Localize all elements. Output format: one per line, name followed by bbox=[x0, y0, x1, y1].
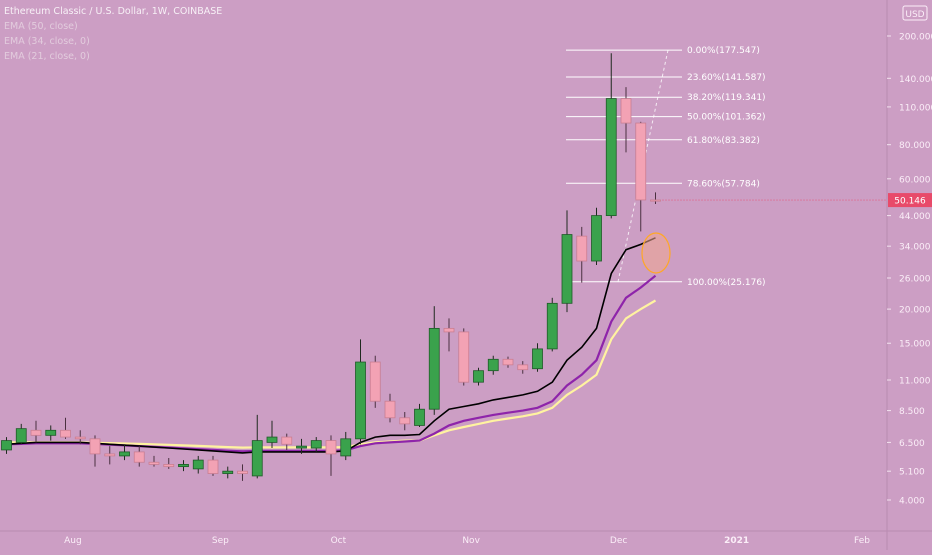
y-tick-label: 4.000 bbox=[899, 497, 925, 507]
x-tick-label: Feb bbox=[854, 536, 870, 546]
x-tick-label: Oct bbox=[331, 536, 347, 546]
candle-body bbox=[621, 99, 631, 123]
fib-level-label: 100.00%(25.176) bbox=[687, 278, 766, 288]
y-tick-label: 15.000 bbox=[899, 340, 931, 350]
legend-ema-50[interactable]: EMA (50, close) bbox=[4, 19, 222, 34]
fib-level-label: 61.80%(83.382) bbox=[687, 136, 760, 146]
candle-body bbox=[105, 454, 115, 456]
candle-body bbox=[311, 441, 321, 448]
y-tick-label: 20.000 bbox=[899, 306, 931, 316]
y-tick-label: 80.000 bbox=[899, 141, 931, 151]
y-tick-label: 34.000 bbox=[899, 243, 931, 253]
currency-label: USD bbox=[905, 10, 924, 20]
candle-body bbox=[149, 462, 159, 464]
candle-down bbox=[370, 356, 380, 408]
y-tick-label: 11.000 bbox=[899, 377, 931, 387]
candle-body bbox=[356, 362, 366, 439]
highlight-ellipse[interactable] bbox=[642, 233, 670, 273]
candle-body bbox=[488, 359, 498, 370]
candle-body bbox=[134, 452, 144, 462]
candle-body bbox=[562, 235, 572, 304]
y-tick-label: 140.000 bbox=[899, 75, 932, 85]
y-tick-label: 60.000 bbox=[899, 175, 931, 185]
candle-body bbox=[636, 123, 646, 200]
fib-level-label: 23.60%(141.587) bbox=[687, 73, 766, 83]
y-tick-label: 44.000 bbox=[899, 212, 931, 222]
candle-body bbox=[326, 441, 336, 454]
candle-body bbox=[120, 452, 130, 456]
candle-body bbox=[282, 437, 292, 444]
candle-body bbox=[370, 362, 380, 401]
y-tick-label: 26.000 bbox=[899, 274, 931, 284]
legend-ema-21[interactable]: EMA (21, close, 0) bbox=[4, 49, 222, 64]
candle-body bbox=[606, 99, 616, 216]
x-tick-label: Aug bbox=[64, 536, 82, 546]
candle-body bbox=[252, 441, 262, 476]
chart-legend: Ethereum Classic / U.S. Dollar, 1W, COIN… bbox=[4, 4, 222, 64]
candle-body bbox=[533, 349, 543, 369]
candle-body bbox=[459, 332, 469, 382]
fib-level-label: 0.00%(177.547) bbox=[687, 46, 760, 56]
legend-ema-34[interactable]: EMA (34, close, 0) bbox=[4, 34, 222, 49]
x-tick-label: 2021 bbox=[724, 536, 749, 546]
candle-body bbox=[238, 471, 248, 473]
fib-level-label: 38.20%(119.341) bbox=[687, 93, 766, 103]
candle-body bbox=[503, 359, 513, 365]
candle-body bbox=[164, 464, 174, 466]
x-tick-label: Dec bbox=[610, 536, 627, 546]
candle-body bbox=[592, 216, 602, 261]
candle-body bbox=[208, 460, 218, 473]
legend-symbol[interactable]: Ethereum Classic / U.S. Dollar, 1W, COIN… bbox=[4, 4, 222, 19]
candle-body bbox=[297, 446, 307, 448]
candle-body bbox=[16, 429, 26, 443]
candle-body bbox=[385, 401, 395, 418]
candle-body bbox=[547, 303, 557, 349]
candle-body bbox=[518, 365, 528, 370]
candle-body bbox=[75, 437, 85, 439]
candle-body bbox=[31, 430, 41, 435]
y-tick-label: 6.500 bbox=[899, 439, 925, 449]
fib-level-label: 50.00%(101.362) bbox=[687, 113, 766, 123]
candle-body bbox=[193, 460, 203, 469]
candle-body bbox=[400, 418, 410, 424]
candle-body bbox=[2, 441, 12, 450]
last-price-label: 50.146 bbox=[894, 197, 926, 207]
candle-body bbox=[444, 328, 454, 332]
candle-down bbox=[459, 328, 469, 385]
candle-body bbox=[577, 236, 587, 261]
candle-body bbox=[341, 439, 351, 456]
fib-level-label: 78.60%(57.784) bbox=[687, 179, 760, 189]
candle-body bbox=[223, 471, 233, 473]
annotations bbox=[642, 233, 670, 273]
y-tick-label: 200.000 bbox=[899, 33, 932, 43]
candle-body bbox=[179, 464, 189, 466]
x-tick-label: Sep bbox=[212, 536, 229, 546]
candle-up bbox=[592, 208, 602, 265]
x-tick-label: Nov bbox=[462, 536, 480, 546]
y-tick-label: 5.100 bbox=[899, 468, 925, 478]
candle-body bbox=[415, 409, 425, 425]
candle-body bbox=[90, 439, 100, 454]
y-tick-label: 110.000 bbox=[899, 103, 932, 113]
candle-body bbox=[474, 371, 484, 383]
candle-body bbox=[267, 437, 277, 442]
candle-body bbox=[46, 430, 56, 435]
candle-up bbox=[547, 298, 557, 352]
candle-body bbox=[61, 430, 71, 437]
y-tick-label: 8.500 bbox=[899, 407, 925, 417]
candle-body bbox=[651, 200, 661, 201]
candle-body bbox=[429, 328, 439, 409]
